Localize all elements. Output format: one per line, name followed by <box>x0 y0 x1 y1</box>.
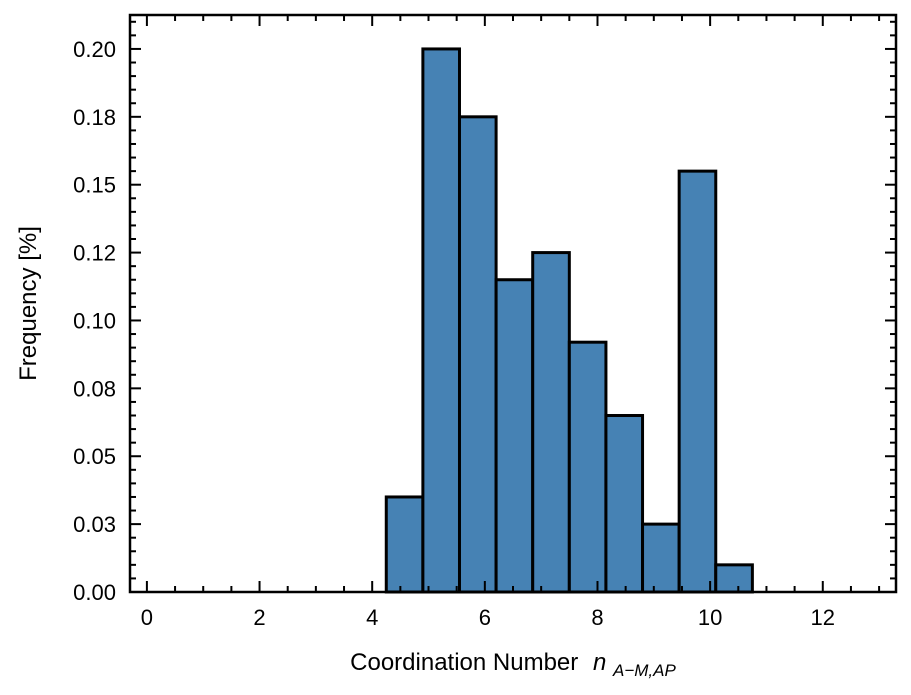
histogram-bar <box>531 251 571 594</box>
x-tick-label: 10 <box>698 605 722 630</box>
y-tick-label: 0.12 <box>73 241 116 266</box>
histogram-bar <box>714 563 754 594</box>
y-tick-label: 0.15 <box>73 173 116 198</box>
histogram-bar <box>494 278 535 594</box>
bars-group <box>384 47 754 594</box>
x-axis-label-math: n <box>593 649 606 676</box>
y-tick-label: 0.18 <box>73 105 116 130</box>
x-tick-label: 0 <box>141 605 153 630</box>
x-axis-label-subscript: A−M,AP <box>612 661 676 680</box>
x-tick-label: 6 <box>479 605 491 630</box>
x-tick-label: 4 <box>366 605 378 630</box>
histogram-bar <box>457 115 498 594</box>
histogram-bar <box>604 414 645 594</box>
x-tick-label: 2 <box>253 605 265 630</box>
y-tick-label: 0.03 <box>73 512 116 537</box>
y-tick-label: 0.10 <box>73 308 116 333</box>
y-tick-label: 0.20 <box>73 37 116 62</box>
ticks-group <box>130 15 896 593</box>
tick-labels-group: 0 2 4 6 8 10 12 0.00 0.03 0.05 0.08 0.10 0.12 0.15 0.1… <box>73 37 835 630</box>
histogram-bar <box>641 522 681 594</box>
histogram-bar <box>567 340 608 594</box>
x-tick-label: 8 <box>591 605 603 630</box>
x-axis-label-text: Coordination Number <box>350 649 578 676</box>
y-tick-label: 0.05 <box>73 444 116 469</box>
histogram-bar <box>677 169 718 594</box>
x-tick-label: 12 <box>811 605 835 630</box>
y-tick-label: 0.00 <box>73 580 116 605</box>
x-axis-label: Coordination Number n A−M,AP <box>350 649 676 680</box>
histogram-bar <box>384 495 425 594</box>
histogram-bar <box>421 47 461 594</box>
y-tick-label: 0.08 <box>73 376 116 401</box>
y-axis-label: Frequency [%] <box>15 226 42 381</box>
